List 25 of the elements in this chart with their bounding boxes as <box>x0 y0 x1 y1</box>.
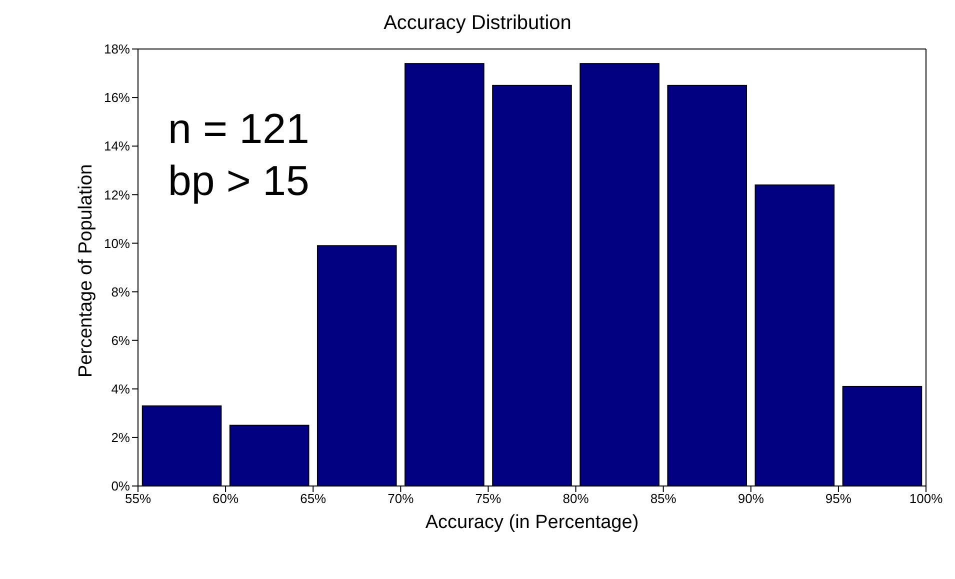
annotation: bp > 15 <box>168 156 310 206</box>
y-tick-label: 12% <box>104 187 130 202</box>
y-tick-label: 4% <box>111 382 130 397</box>
y-tick-label: 18% <box>104 42 130 57</box>
y-tick-label: 0% <box>111 478 130 494</box>
y-axis-title: Percentage of Population <box>76 164 97 378</box>
x-axis-title: Accuracy (in Percentage) <box>425 512 639 533</box>
y-tick-label: 8% <box>111 284 130 300</box>
y-tick-label: 16% <box>104 90 130 106</box>
x-tick-label: 60% <box>212 491 239 506</box>
x-tick-label: 85% <box>650 491 677 506</box>
chart-title: Accuracy Distribution <box>382 12 572 35</box>
x-tick-label: 95% <box>825 491 852 506</box>
x-tick-label: 100% <box>909 491 944 506</box>
x-tick-label: 55% <box>124 491 152 506</box>
x-tick-label: 75% <box>475 491 502 506</box>
x-tick-label: 65% <box>300 491 327 506</box>
annotation: n = 121 <box>168 104 310 154</box>
x-tick-label: 70% <box>388 491 414 506</box>
y-tick-label: 14% <box>104 138 130 154</box>
y-tick-label: 10% <box>104 236 130 251</box>
y-tick-label: 2% <box>111 430 130 446</box>
x-tick-label: 80% <box>562 491 590 506</box>
x-tick-label: 90% <box>738 491 764 506</box>
y-tick-label: 6% <box>111 332 130 348</box>
